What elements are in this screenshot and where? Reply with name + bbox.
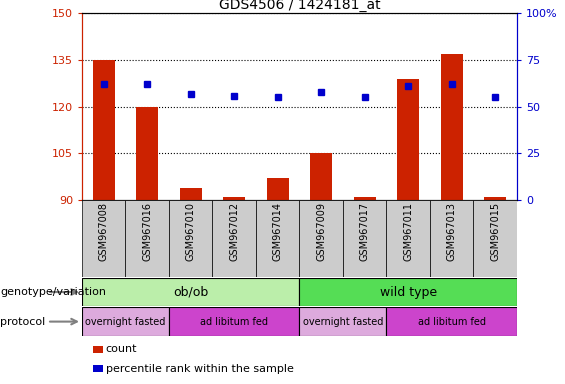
Text: GSM967010: GSM967010 [186, 202, 195, 262]
Text: ad libitum fed: ad libitum fed [418, 316, 486, 327]
Bar [256, 200, 299, 277]
Bar [343, 200, 386, 277]
Bar [180, 188, 202, 200]
Bar [82, 307, 169, 336]
Text: genotype/variation: genotype/variation [0, 287, 106, 297]
Bar [299, 200, 343, 277]
Text: overnight fasted: overnight fasted [303, 316, 383, 327]
Text: GSM967012: GSM967012 [229, 202, 239, 262]
Text: GSM967017: GSM967017 [360, 202, 370, 262]
Text: ob/ob: ob/ob [173, 286, 208, 298]
Bar [386, 307, 517, 336]
Bar [386, 200, 430, 277]
Text: GSM967013: GSM967013 [447, 202, 457, 262]
Bar [93, 60, 115, 200]
Bar [310, 154, 332, 200]
Title: GDS4506 / 1424181_at: GDS4506 / 1424181_at [219, 0, 380, 12]
Text: GSM967011: GSM967011 [403, 202, 413, 262]
Bar [223, 197, 245, 200]
Text: GSM967014: GSM967014 [273, 202, 282, 262]
Bar [136, 107, 158, 200]
Bar [169, 307, 299, 336]
Bar [354, 197, 376, 200]
Bar [430, 200, 473, 277]
Text: GSM967016: GSM967016 [142, 202, 152, 262]
Bar [267, 178, 289, 200]
Text: wild type: wild type [380, 286, 437, 298]
Text: percentile rank within the sample: percentile rank within the sample [106, 364, 294, 374]
Text: ad libitum fed: ad libitum fed [200, 316, 268, 327]
Text: GSM967009: GSM967009 [316, 202, 326, 262]
Bar [397, 79, 419, 200]
Bar [473, 200, 517, 277]
Bar [441, 54, 463, 200]
Bar [299, 307, 386, 336]
Bar [82, 278, 299, 306]
Bar [125, 200, 169, 277]
Text: protocol: protocol [0, 316, 45, 327]
Bar [484, 197, 506, 200]
Text: GSM967015: GSM967015 [490, 202, 500, 262]
Bar [299, 278, 517, 306]
Text: GSM967008: GSM967008 [99, 202, 108, 262]
Text: overnight fasted: overnight fasted [85, 316, 166, 327]
Text: count: count [106, 344, 137, 354]
Bar [212, 200, 256, 277]
Bar [82, 200, 125, 277]
Bar [169, 200, 212, 277]
